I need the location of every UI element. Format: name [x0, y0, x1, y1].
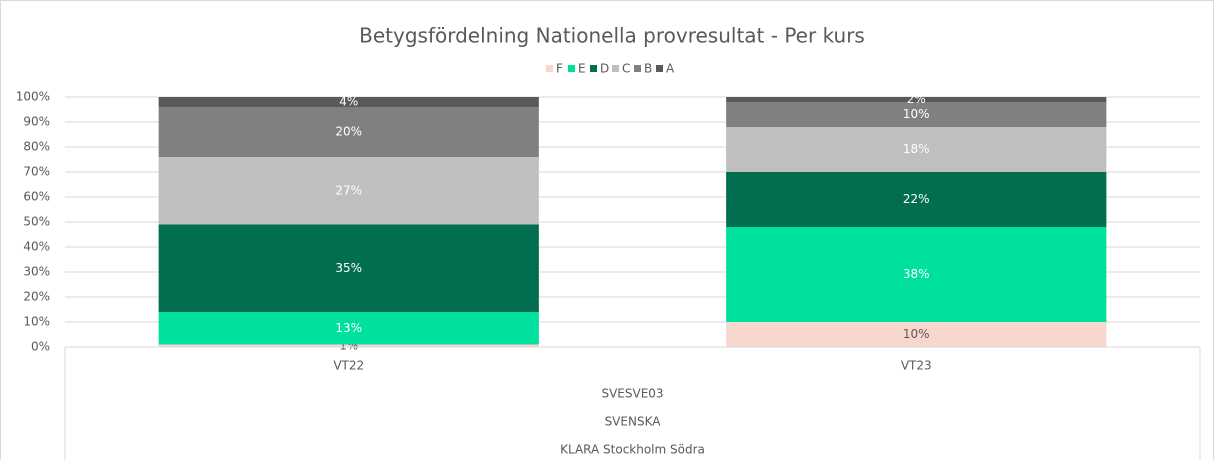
bar-segment [726, 102, 1107, 127]
y-tick-label: 50% [23, 215, 50, 229]
y-tick-label: 90% [23, 115, 50, 129]
legend-label: E [578, 62, 586, 76]
x-tick-label: VT22 [333, 359, 364, 373]
bar-segment [158, 97, 539, 107]
category-level-label: SVESVE03 [601, 387, 663, 401]
bar-segment [726, 227, 1107, 322]
legend-label: C [622, 62, 630, 76]
legend-swatch [568, 65, 575, 72]
y-tick-label: 80% [23, 140, 50, 154]
y-tick-label: 60% [23, 190, 50, 204]
legend-swatch [656, 65, 663, 72]
bar-segment [726, 97, 1107, 102]
bar-segment [158, 312, 539, 345]
bar-segment [158, 344, 539, 347]
legend-swatch [634, 65, 641, 72]
data-label: 27% [335, 183, 362, 197]
bar-segment [158, 107, 539, 157]
legend-label: D [600, 62, 609, 76]
y-tick-label: 100% [16, 90, 50, 104]
legend-label: F [556, 62, 563, 76]
x-tick-label: VT23 [901, 359, 932, 373]
data-label: 10% [903, 327, 930, 341]
data-label: 35% [335, 261, 362, 275]
category-level-label: SVENSKA [605, 415, 662, 429]
data-label: 22% [903, 192, 930, 206]
y-tick-label: 10% [23, 315, 50, 329]
data-label: 18% [903, 142, 930, 156]
y-tick-label: 0% [31, 340, 50, 354]
bar-segment [158, 157, 539, 225]
data-label: 38% [903, 267, 930, 281]
bar-segment [726, 127, 1107, 172]
data-label: 20% [335, 125, 362, 139]
category-level-label: KLARA Stockholm Södra [560, 443, 705, 457]
legend-swatch [546, 65, 553, 72]
data-label: 10% [903, 107, 930, 121]
data-label: 2% [907, 92, 926, 106]
y-tick-label: 40% [23, 240, 50, 254]
bar-segment [158, 224, 539, 312]
legend-label: A [666, 62, 675, 76]
bar-segment [726, 322, 1107, 347]
y-tick-label: 30% [23, 265, 50, 279]
legend-label: B [644, 62, 652, 76]
data-label: 4% [339, 95, 358, 109]
y-tick-label: 20% [23, 290, 50, 304]
y-tick-label: 70% [23, 165, 50, 179]
bar-segment [726, 172, 1107, 227]
data-label: 13% [335, 321, 362, 335]
chart-title: Betygsfördelning Nationella provresultat… [359, 24, 865, 48]
legend-swatch [590, 65, 597, 72]
legend-swatch [612, 65, 619, 72]
